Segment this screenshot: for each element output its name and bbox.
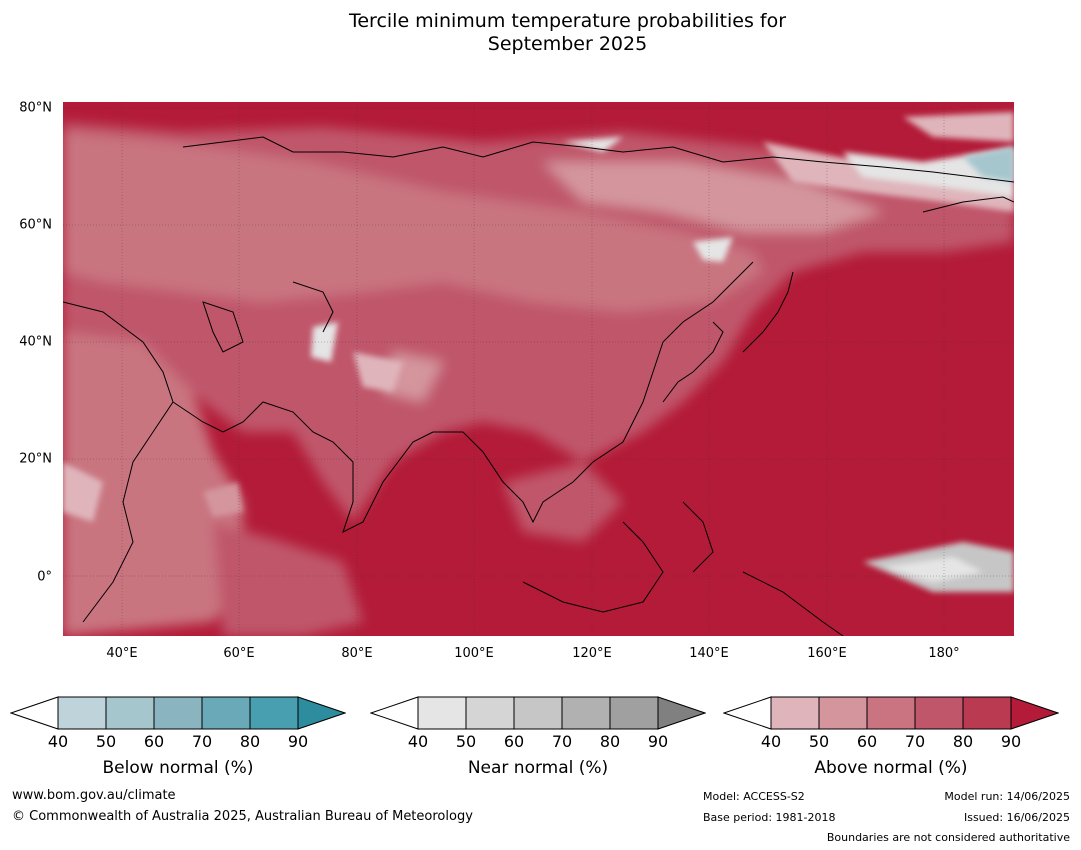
tick-label: 90 xyxy=(287,732,309,751)
website-link[interactable]: www.bom.gov.au/climate xyxy=(12,788,176,803)
near-normal-label: Near normal (%) xyxy=(467,758,609,778)
below-normal-label: Below normal (%) xyxy=(102,758,254,778)
colorbar-min-triangle xyxy=(10,696,59,730)
colorbar-segment xyxy=(962,696,1012,730)
tick-label: 90 xyxy=(1000,732,1022,751)
colorbar-segment xyxy=(770,696,820,730)
colorbar-min-triangle xyxy=(723,696,772,730)
probability-map xyxy=(63,102,1014,636)
tick-label: 80 xyxy=(599,732,621,751)
colorbar-segment xyxy=(914,696,964,730)
lat-label-20n: 20°N xyxy=(19,451,52,467)
tick-label: 40 xyxy=(760,732,782,751)
lon-label-120e: 120°E xyxy=(572,646,612,661)
lon-label-180: 180° xyxy=(928,646,960,661)
colorbar-segment xyxy=(249,696,299,730)
colorbar-segment xyxy=(465,696,515,730)
colorbar-max-triangle xyxy=(657,696,706,730)
tick-label: 60 xyxy=(856,732,878,751)
gridlines xyxy=(63,102,1014,636)
copyright-text: © Commonwealth of Australia 2025, Austra… xyxy=(12,809,473,824)
colorbar-segment xyxy=(417,696,467,730)
title-line-1: Tercile minimum temperature probabilitie… xyxy=(348,10,787,32)
lon-label-60e: 60°E xyxy=(223,646,255,661)
tick-label: 50 xyxy=(455,732,477,751)
colorbar-near-normal xyxy=(370,696,706,730)
below-normal-patch xyxy=(963,147,1014,182)
colorbar-segment xyxy=(153,696,203,730)
lon-label-40e: 40°E xyxy=(106,646,138,661)
colorbar-segment xyxy=(609,696,659,730)
tick-label: 40 xyxy=(47,732,69,751)
tick-label: 90 xyxy=(647,732,669,751)
colorbar-segment xyxy=(57,696,107,730)
colorbar-above-normal xyxy=(723,696,1059,730)
lon-label-160e: 160°E xyxy=(807,646,847,661)
coastlines xyxy=(63,136,1014,636)
tick-label: 80 xyxy=(239,732,261,751)
colorbar-segment xyxy=(561,696,611,730)
lat-label-equator: 0° xyxy=(37,569,52,585)
title-line-2: September 2025 xyxy=(487,33,648,55)
chart-title: Tercile minimum temperature probabilitie… xyxy=(0,10,1081,56)
colorbar-segment xyxy=(201,696,251,730)
lon-label-80e: 80°E xyxy=(341,646,373,661)
tick-label: 60 xyxy=(503,732,525,751)
model-run-date: Model run: 14/06/2025 xyxy=(944,790,1070,803)
near-normal-patches xyxy=(63,112,1014,592)
lon-label-140e: 140°E xyxy=(689,646,729,661)
colorbar-max-triangle xyxy=(1010,696,1059,730)
colorbar-min-triangle xyxy=(370,696,419,730)
model-name: Model: ACCESS-S2 xyxy=(703,790,805,803)
boundaries-disclaimer: Boundaries are not considered authoritat… xyxy=(826,831,1070,844)
above-normal-label: Above normal (%) xyxy=(814,758,968,778)
colorbar-segment xyxy=(866,696,916,730)
colorbar-below-normal xyxy=(10,696,346,730)
tick-label: 70 xyxy=(904,732,926,751)
lon-label-100e: 100°E xyxy=(454,646,494,661)
lat-label-80n: 80°N xyxy=(19,100,52,116)
colorbar-segment xyxy=(105,696,155,730)
tick-label: 70 xyxy=(551,732,573,751)
base-period: Base period: 1981-2018 xyxy=(703,811,836,824)
colorbar-max-triangle xyxy=(297,696,346,730)
tick-label: 70 xyxy=(191,732,213,751)
tick-label: 50 xyxy=(95,732,117,751)
tick-label: 50 xyxy=(808,732,830,751)
tick-label: 60 xyxy=(143,732,165,751)
lat-label-40n: 40°N xyxy=(19,334,52,350)
issued-date: Issued: 16/06/2025 xyxy=(963,811,1070,824)
colorbar-segment xyxy=(818,696,868,730)
tick-label: 40 xyxy=(407,732,429,751)
lat-label-60n: 60°N xyxy=(19,217,52,233)
colorbar-segment xyxy=(513,696,563,730)
tick-label: 80 xyxy=(952,732,974,751)
